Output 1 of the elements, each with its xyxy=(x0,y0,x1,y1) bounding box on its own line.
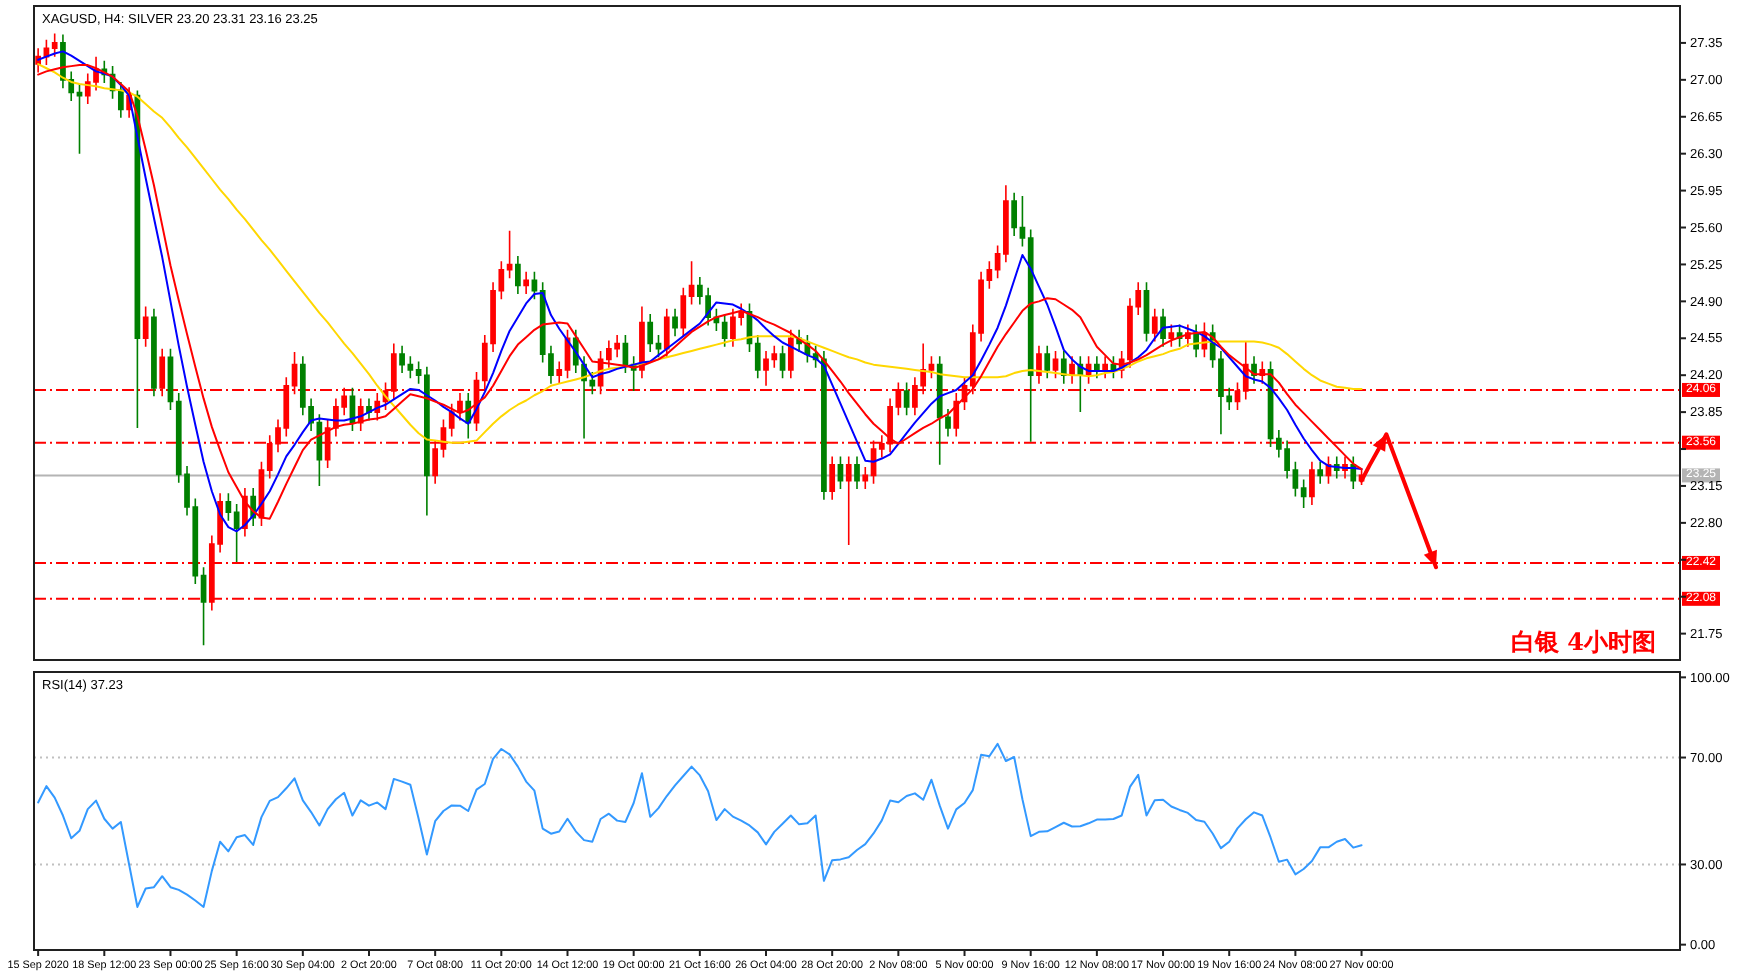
line-series xyxy=(37,742,1363,908)
